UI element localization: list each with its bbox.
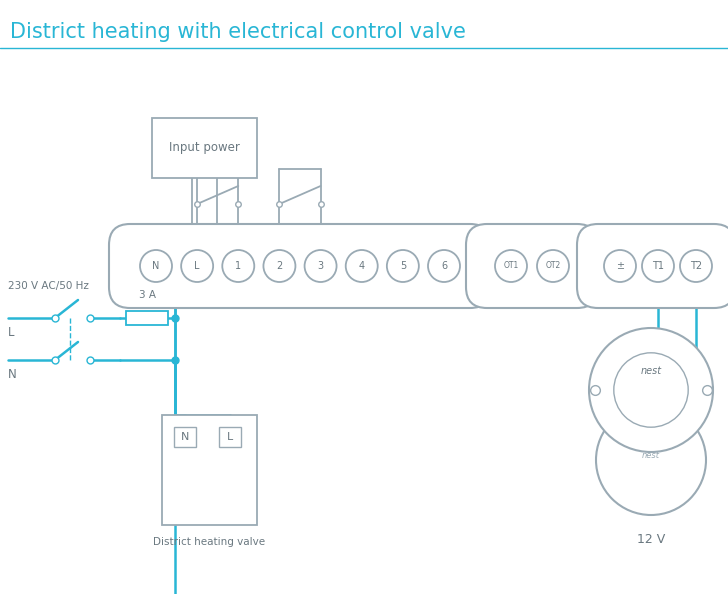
Text: 12 V: 12 V — [637, 533, 665, 546]
Text: District heating with electrical control valve: District heating with electrical control… — [10, 22, 466, 42]
FancyBboxPatch shape — [109, 224, 491, 308]
Circle shape — [264, 250, 296, 282]
Circle shape — [346, 250, 378, 282]
Text: L: L — [227, 432, 233, 442]
Text: L: L — [194, 261, 200, 271]
Text: 4: 4 — [359, 261, 365, 271]
Text: T2: T2 — [690, 261, 702, 271]
Circle shape — [596, 405, 706, 515]
FancyBboxPatch shape — [174, 427, 196, 447]
Circle shape — [140, 250, 172, 282]
Circle shape — [495, 250, 527, 282]
Text: OT1: OT1 — [503, 261, 518, 270]
Circle shape — [680, 250, 712, 282]
Text: 230 V AC/50 Hz: 230 V AC/50 Hz — [8, 281, 89, 291]
FancyBboxPatch shape — [577, 224, 728, 308]
FancyBboxPatch shape — [126, 311, 168, 325]
Circle shape — [604, 250, 636, 282]
Text: 3: 3 — [317, 261, 324, 271]
Text: L: L — [8, 326, 15, 339]
Circle shape — [428, 250, 460, 282]
Text: N: N — [8, 368, 17, 381]
Text: 5: 5 — [400, 261, 406, 271]
Circle shape — [642, 250, 674, 282]
Text: T1: T1 — [652, 261, 664, 271]
Text: nest: nest — [641, 366, 662, 377]
Circle shape — [589, 328, 713, 452]
Text: N: N — [181, 432, 189, 442]
Text: District heating valve: District heating valve — [154, 537, 266, 547]
Text: ±: ± — [616, 261, 624, 271]
Circle shape — [304, 250, 336, 282]
Text: 6: 6 — [441, 261, 447, 271]
Text: OT2: OT2 — [545, 261, 561, 270]
Text: 3 A: 3 A — [140, 290, 157, 300]
FancyBboxPatch shape — [162, 415, 257, 525]
FancyBboxPatch shape — [466, 224, 598, 308]
Circle shape — [614, 353, 688, 427]
Text: Input power: Input power — [169, 141, 240, 154]
Text: N: N — [152, 261, 159, 271]
Text: nest: nest — [642, 450, 660, 460]
Circle shape — [222, 250, 254, 282]
FancyBboxPatch shape — [152, 118, 257, 178]
FancyBboxPatch shape — [219, 427, 241, 447]
Circle shape — [387, 250, 419, 282]
Circle shape — [537, 250, 569, 282]
Circle shape — [181, 250, 213, 282]
Text: 1: 1 — [235, 261, 242, 271]
Text: 2: 2 — [277, 261, 282, 271]
